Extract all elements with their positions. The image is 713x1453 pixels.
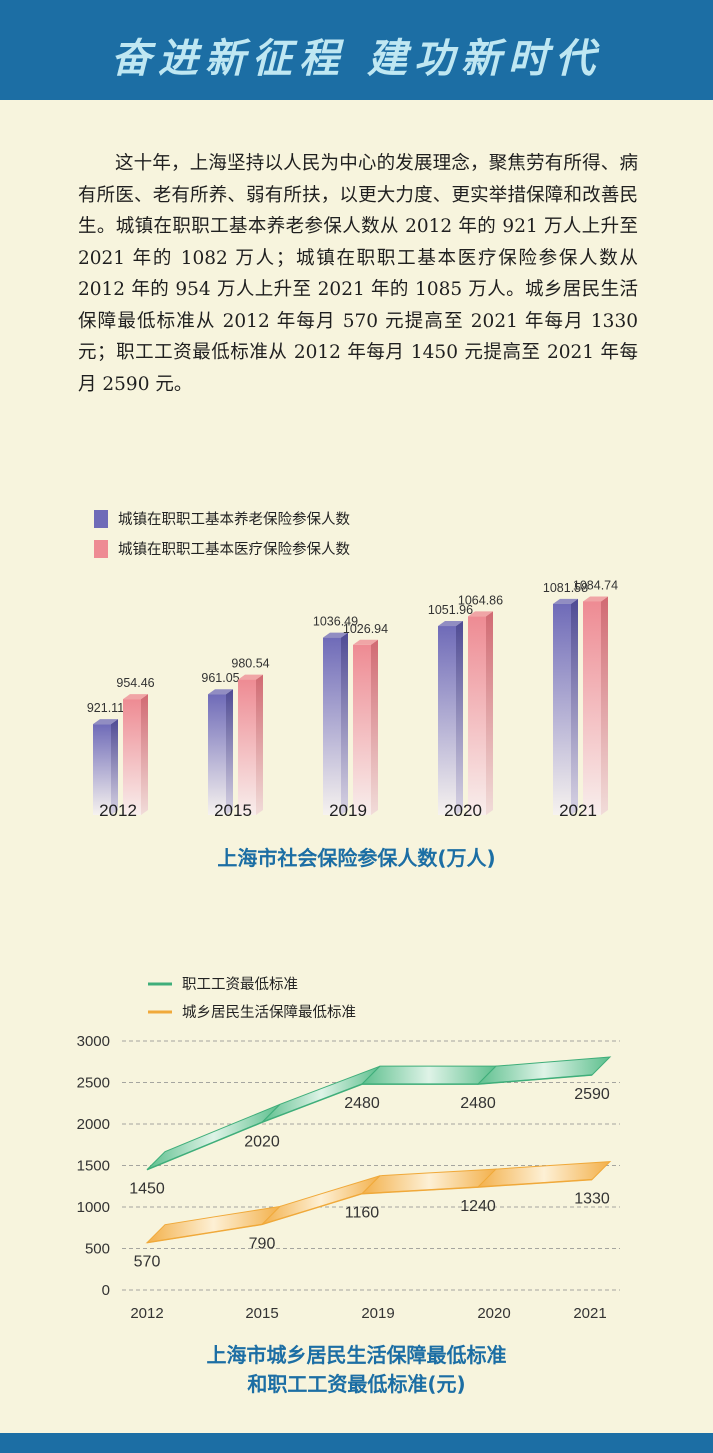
header-banner: 奋进新征程 建功新时代 (0, 0, 713, 100)
bar-side-2020-1 (456, 621, 463, 815)
line-value-label-2020-2: 1240 (460, 1198, 496, 1215)
legend-swatch-2 (94, 540, 108, 558)
x-tick-label-2021: 2021 (559, 801, 597, 820)
line-chart-title-line1: 上海市城乡居民生活保障最低标准 (206, 1343, 507, 1367)
y-tick-label-0: 0 (102, 1282, 110, 1299)
bar-top-2012-2 (123, 694, 148, 700)
bar-value-label-2020-1: 1051.96 (428, 603, 473, 617)
bar-top-2019-2 (353, 639, 378, 645)
bar-2012-1 (93, 724, 111, 815)
bar-top-2021-1 (553, 598, 578, 604)
x-tick-label-2012: 2012 (99, 801, 137, 820)
bar-2020-1 (438, 626, 456, 815)
bar-2019-2 (353, 644, 371, 815)
legend-label-2: 城镇在职职工基本医疗保险参保人数 (118, 541, 350, 558)
bar-2015-1 (208, 694, 226, 815)
bar-value-label-2012-1: 921.11 (87, 701, 124, 715)
legend-label-line-1: 职工工资最低标准 (182, 976, 298, 993)
y-tick-label-500: 500 (85, 1241, 110, 1258)
y-tick-label-3000: 3000 (77, 1033, 110, 1050)
footer-banner (0, 1433, 713, 1453)
x-tick-label-2015: 2015 (214, 801, 252, 820)
ribbon-segment-1-3 (360, 1065, 498, 1085)
bar-side-2019-1 (341, 632, 348, 815)
bar-2021-2 (583, 601, 601, 815)
bar-value-label-2015-2: 980.54 (231, 657, 269, 671)
line-chart-title: 上海市城乡居民生活保障最低标准 和职工工资最低标准(元) (0, 1341, 713, 1399)
bar-top-2021-2 (583, 596, 608, 602)
bar-top-2020-1 (438, 621, 463, 627)
x-tick-label-2015: 2015 (245, 1305, 278, 1322)
bar-2015-2 (238, 679, 256, 815)
y-tick-label-2000: 2000 (77, 1116, 110, 1133)
bar-top-2019-1 (323, 632, 348, 638)
bar-side-2012-1 (111, 719, 118, 815)
legend-swatch-1 (94, 510, 108, 528)
legend-label-1: 城镇在职职工基本养老保险参保人数 (118, 511, 350, 528)
line-value-label-2021-2: 1330 (574, 1191, 610, 1208)
bar-side-2019-2 (371, 639, 378, 815)
bar-side-2021-2 (601, 596, 608, 815)
bar-side-2020-2 (486, 611, 493, 815)
bar-2020-2 (468, 616, 486, 815)
bar-side-2015-1 (226, 689, 233, 815)
bar-value-label-2012-2: 954.46 (116, 676, 154, 690)
series-line-2 (146, 1178, 593, 1244)
line-value-label-2015-1: 2020 (244, 1133, 280, 1150)
series-line-1 (146, 1074, 593, 1171)
line-value-label-2012-1: 1450 (129, 1181, 165, 1198)
x-tick-label-2021: 2021 (573, 1305, 606, 1322)
intro-paragraph: 这十年，上海坚持以人民为中心的发展理念，聚焦劳有所得、病有所医、老有所养、弱有所… (78, 153, 638, 395)
y-tick-label-2500: 2500 (77, 1075, 110, 1092)
bar-value-label-2015-1: 961.05 (201, 671, 239, 685)
x-tick-label-2019: 2019 (361, 1305, 394, 1322)
bar-value-label-2021-1: 1081.58 (543, 581, 588, 595)
x-tick-label-2019: 2019 (329, 801, 367, 820)
y-tick-label-1500: 1500 (77, 1158, 110, 1175)
bar-2021-1 (553, 603, 571, 815)
line-value-label-2019-2: 1160 (345, 1205, 380, 1222)
page-title: 奋进新征程 建功新时代 (111, 35, 602, 82)
line-value-label-2019-1: 2480 (344, 1095, 380, 1112)
line-chart-title-line2: 和职工工资最低标准(元) (247, 1372, 466, 1396)
line-value-label-2012-2: 570 (134, 1254, 161, 1271)
bar-value-label-2021-2: 1084.74 (573, 578, 618, 592)
x-tick-label-2012: 2012 (130, 1305, 163, 1322)
bar-top-2012-1 (93, 719, 118, 725)
bar-top-2020-2 (468, 611, 493, 617)
bar-value-label-2020-2: 1064.86 (458, 593, 503, 607)
bar-value-label-2019-1: 1036.49 (313, 615, 358, 629)
y-tick-label-1000: 1000 (77, 1199, 110, 1216)
x-tick-label-2020: 2020 (444, 801, 482, 820)
bar-side-2021-1 (571, 598, 578, 815)
bar-top-2015-2 (238, 674, 263, 680)
ribbon-segment-1-4 (476, 1056, 612, 1085)
bar-side-2012-2 (141, 694, 148, 815)
bar-2012-2 (123, 699, 141, 815)
bar-chart-title: 上海市社会保险参保人数(万人) (217, 846, 496, 870)
bar-value-label-2019-2: 1026.94 (343, 622, 388, 636)
bar-side-2015-2 (256, 674, 263, 815)
x-tick-label-2020: 2020 (477, 1305, 510, 1322)
line-value-label-2021-1: 2590 (574, 1086, 610, 1103)
line-value-label-2020-1: 2480 (460, 1095, 496, 1112)
bar-top-2015-1 (208, 689, 233, 695)
legend-label-line-2: 城乡居民生活保障最低标准 (182, 1003, 356, 1021)
line-value-label-2015-2: 790 (249, 1235, 276, 1252)
bar-2019-1 (323, 637, 341, 815)
